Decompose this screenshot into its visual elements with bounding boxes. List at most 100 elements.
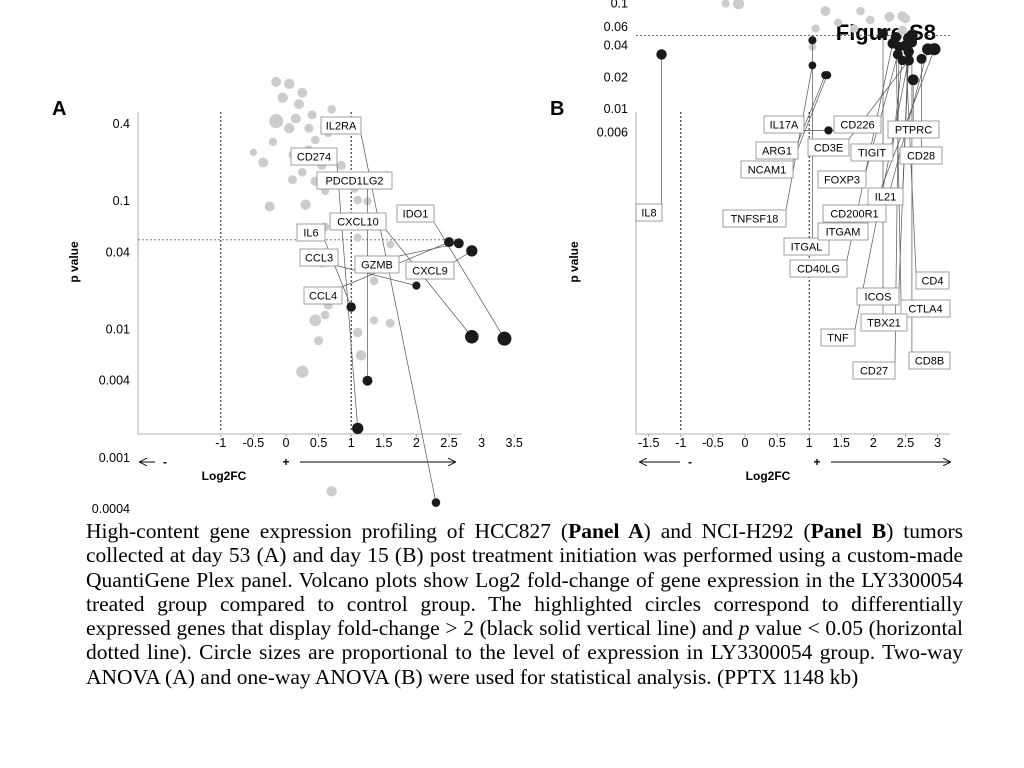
label-leader-line [895, 37, 902, 301]
y-tick-label: 0.04 [604, 39, 628, 53]
highlighted-point [431, 498, 441, 507]
background-point [353, 195, 363, 205]
highlighted-point [878, 28, 889, 39]
gene-label: CXCL9 [412, 266, 447, 278]
plus-sign: + [282, 455, 289, 469]
gene-label: CD4 [921, 276, 943, 288]
highlighted-point [890, 32, 902, 43]
label-leader-line [785, 65, 813, 211]
gene-label: TBX21 [867, 318, 901, 330]
background-point [884, 11, 895, 22]
gene-label-box [860, 313, 908, 332]
x-tick-label: 1 [348, 436, 355, 450]
highlighted-point [412, 281, 421, 290]
gene-label: IL2RA [326, 121, 357, 133]
gene-label-box [296, 223, 326, 242]
highlighted-point [465, 329, 479, 344]
background-point [284, 123, 295, 134]
background-point [721, 0, 730, 8]
x-tick-label: -0.5 [702, 436, 724, 450]
highlighted-point [903, 55, 914, 66]
gene-label-box [856, 287, 900, 306]
x-tick-label: 2.5 [897, 436, 914, 450]
highlighted-point [808, 61, 817, 70]
y-tick-label: 0.06 [604, 20, 628, 34]
background-point [834, 18, 843, 27]
x-tick-label: 2 [870, 436, 877, 450]
gene-label-box [817, 170, 867, 189]
label-leader-line [360, 133, 437, 503]
gene-label-box [900, 299, 951, 318]
gene-label-box [740, 160, 794, 179]
y-tick-label: 0.01 [106, 323, 130, 337]
caption-text-3: ) tumors collected at day 53 (A) and day… [86, 519, 964, 641]
background-point [309, 314, 322, 327]
gene-label-box [789, 259, 848, 278]
gene-label-box [899, 146, 943, 165]
y-axis-label: p value [67, 241, 81, 283]
y-tick-label: 0.4 [113, 117, 130, 131]
background-point [314, 336, 324, 346]
background-point [849, 24, 859, 33]
gene-label: PTPRC [895, 125, 932, 137]
gene-label: TNFSF18 [731, 214, 779, 226]
gene-label-box [908, 351, 951, 370]
x-tick-label: 3 [478, 436, 485, 450]
highlighted-point [352, 422, 364, 435]
x-tick-label: 1 [806, 436, 813, 450]
gene-label: CD226 [840, 120, 874, 132]
gene-label-box [299, 248, 339, 267]
gene-label: CXCL10 [337, 217, 379, 229]
background-point [897, 11, 908, 22]
gene-label: CD28 [907, 151, 935, 163]
caption-text-2: ) and NCI-H292 ( [643, 519, 811, 543]
highlighted-point [453, 238, 464, 249]
panel-label-b: B [550, 98, 565, 120]
panel-label-a: A [52, 98, 67, 120]
highlighted-point [362, 375, 373, 386]
x-tick-label: 0 [742, 436, 749, 450]
gene-label: ITGAM [826, 227, 861, 239]
background-point [269, 114, 284, 129]
x-tick-label: -1 [215, 436, 226, 450]
gene-label: GZMB [361, 260, 393, 272]
gene-label-box [822, 204, 887, 223]
gene-label: IL8 [641, 208, 656, 220]
gene-label: CCL4 [309, 291, 337, 303]
highlighted-point [916, 53, 927, 64]
label-leader-line [792, 75, 828, 162]
highlighted-point [656, 49, 667, 60]
x-tick-label: 3 [934, 436, 941, 450]
y-tick-label: 0.0004 [92, 502, 130, 516]
background-point [268, 137, 278, 146]
background-point [296, 365, 309, 378]
background-point [856, 6, 865, 16]
gene-label-box [316, 171, 393, 190]
gene-label-box [833, 115, 882, 134]
gene-label: IL21 [875, 192, 896, 204]
highlighted-point [497, 331, 512, 346]
background-point [290, 113, 301, 124]
background-point [249, 148, 258, 157]
background-point [287, 175, 298, 185]
gene-label-box [354, 255, 400, 274]
background-point [311, 135, 320, 145]
gene-label: CCL3 [305, 253, 333, 265]
gene-label-box [396, 204, 435, 223]
gene-label: CD200R1 [830, 209, 878, 221]
x-tick-label: 0 [283, 436, 290, 450]
gene-label: CTLA4 [908, 304, 942, 316]
x-tick-label: 0.5 [310, 436, 327, 450]
label-leader-line [337, 265, 417, 286]
gene-label-box [320, 116, 362, 135]
x-tick-label: -1.5 [638, 436, 660, 450]
gene-label-box [783, 237, 830, 256]
gene-label-box [722, 209, 787, 228]
gene-label-box [817, 222, 869, 241]
gene-label: ITGAL [791, 242, 823, 254]
background-point [897, 25, 907, 35]
label-leader-line [433, 221, 505, 339]
gene-label-box [807, 138, 850, 157]
gene-label-box [820, 328, 856, 347]
y-tick-label: 0.02 [604, 70, 628, 84]
